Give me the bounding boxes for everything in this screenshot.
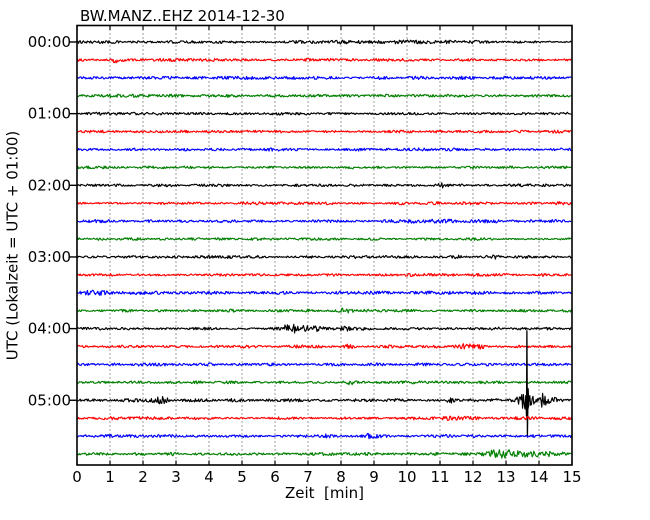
x-tick-label: 15 — [562, 468, 581, 486]
x-tick-label: 6 — [270, 468, 280, 486]
x-tick-label: 7 — [303, 468, 313, 486]
trace-row-00:00 — [76, 39, 572, 45]
trace-row-04:45 — [76, 380, 572, 386]
trace-row-02:45 — [76, 237, 572, 242]
trace-row-01:45 — [76, 165, 572, 170]
trace-row-02:15 — [76, 201, 572, 206]
x-tick-label: 0 — [72, 468, 82, 486]
trace-row-05:30 — [76, 432, 572, 440]
x-tick-label: 3 — [171, 468, 181, 486]
x-tick-label: 5 — [237, 468, 247, 486]
x-tick-label: 1 — [105, 468, 115, 486]
event-spike — [525, 330, 530, 437]
y-tick-label: 04:00 — [28, 320, 71, 338]
trace-row-04:00 — [76, 323, 572, 334]
trace-row-01:30 — [76, 147, 572, 152]
trace-row-05:15 — [76, 415, 572, 421]
trace-row-04:30 — [76, 362, 572, 367]
x-tick-label: 9 — [369, 468, 379, 486]
trace-row-02:00 — [76, 182, 572, 189]
trace-row-01:00 — [76, 111, 572, 116]
y-tick-label: 00:00 — [28, 33, 71, 51]
trace-row-03:15 — [76, 272, 572, 278]
y-tick-label: 05:00 — [28, 391, 71, 409]
trace-row-05:00 — [76, 389, 572, 410]
x-tick-label: 8 — [336, 468, 346, 486]
x-tick-label: 14 — [529, 468, 548, 486]
x-axis-label: Zeit [min] — [284, 484, 365, 502]
trace-row-00:15 — [76, 57, 572, 64]
x-tick-label: 10 — [397, 468, 416, 486]
plot-border — [76, 24, 573, 466]
trace-row-03:00 — [76, 254, 572, 260]
trace-row-00:30 — [76, 75, 572, 81]
y-tick-label: 03:00 — [28, 248, 71, 266]
trace-row-00:45 — [76, 93, 572, 98]
x-tick-label: 4 — [204, 468, 214, 486]
x-tick-label: 2 — [138, 468, 148, 486]
y-tick-label: 02:00 — [28, 176, 71, 194]
trace-row-02:30 — [76, 218, 572, 224]
trace-row-05:45 — [76, 449, 572, 459]
x-tick-label: 12 — [463, 468, 482, 486]
plot-title: BW.MANZ..EHZ 2014-12-30 — [80, 7, 285, 25]
y-tick-label: 01:00 — [28, 105, 71, 123]
trace-row-03:45 — [76, 307, 572, 314]
trace-row-01:15 — [76, 129, 572, 134]
y-axis-label: UTC (Lokalzeit = UTC + 01:00) — [3, 130, 22, 361]
trace-row-04:15 — [76, 343, 572, 350]
x-tick-label: 11 — [430, 468, 449, 486]
x-tick-label: 13 — [496, 468, 515, 486]
trace-row-03:30 — [76, 289, 572, 296]
